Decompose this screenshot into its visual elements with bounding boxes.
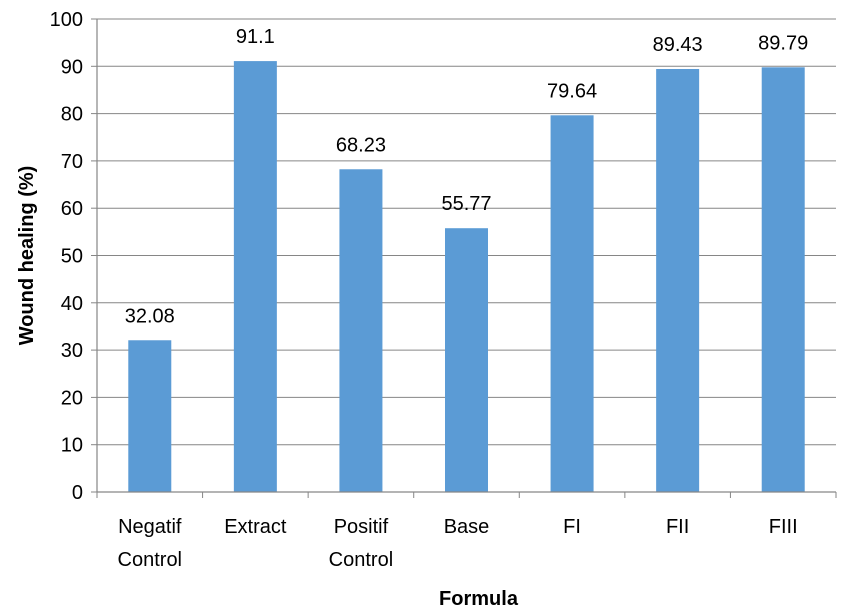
x-axis-title: Formula [439,588,519,610]
bar [128,340,172,492]
y-tick-label: 80 [61,104,83,126]
data-label: 79.64 [547,80,597,102]
y-axis-title: Wound healing (%) [16,166,38,346]
y-tick-label: 10 [61,435,83,457]
x-tick-label: FI [563,516,581,538]
data-label: 32.08 [125,305,175,327]
y-tick-label: 60 [61,198,83,220]
y-tick-label: 40 [61,293,83,315]
data-labels: 32.08 91.1 68.23 55.77 79.64 89.43 89.79 [125,26,808,327]
bar [233,61,277,493]
x-tick-label: FII [666,516,689,538]
bars [128,61,805,493]
y-tick-label: 0 [72,482,83,504]
x-tick-label: Extract [224,516,287,538]
bar [445,228,488,493]
x-tick-label: Base [444,516,490,538]
x-tick-label: Control [329,549,393,571]
x-tick-label: FIII [769,516,798,538]
data-label: 89.79 [758,32,808,54]
bar [656,68,700,493]
data-label: 91.1 [236,26,275,48]
y-tick-labels: 0 10 20 30 40 50 60 70 80 90 100 [50,9,83,504]
y-tick-label: 50 [61,246,83,268]
x-tick-labels: Negatif Control Extract Positif Control Base F… [118,516,798,571]
x-tick-label: Negatif [118,516,182,538]
bar [339,169,383,492]
x-tick-label: Positif [334,516,389,538]
bar [550,115,594,493]
x-tick-label: Control [118,549,182,571]
data-label: 68.23 [336,134,386,156]
y-tick-label: 30 [61,340,83,362]
data-label: 55.77 [441,193,491,215]
data-label: 89.43 [653,34,703,56]
bar [761,67,805,492]
y-tick-label: 90 [61,56,83,78]
y-tick-label: 100 [50,9,83,31]
y-tick-label: 20 [61,387,83,409]
y-tick-label: 70 [61,151,83,173]
